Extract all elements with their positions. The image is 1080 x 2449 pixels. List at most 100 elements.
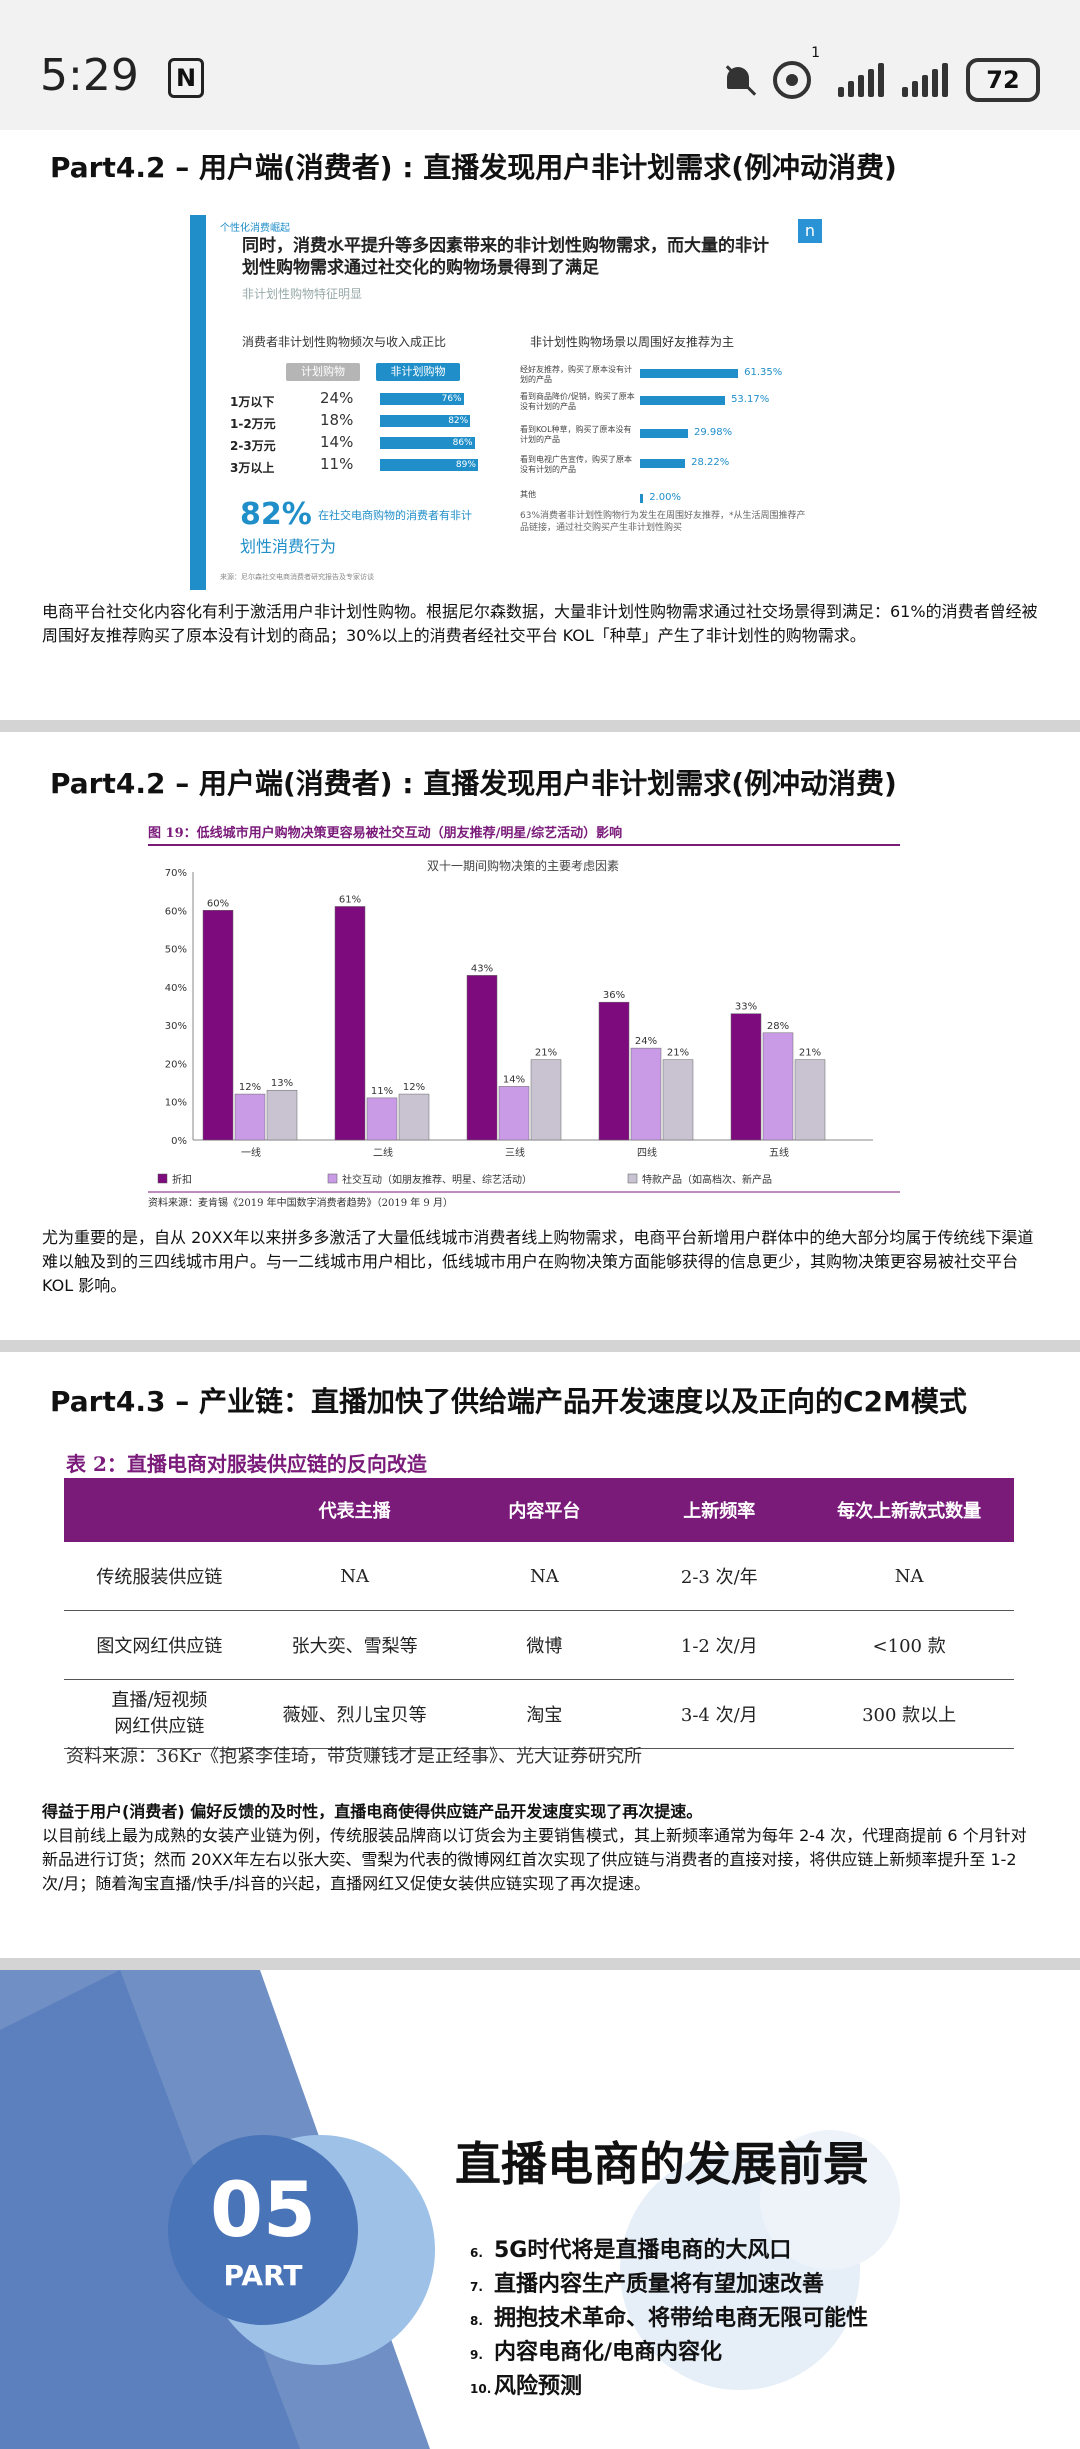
- data-label: 21%: [535, 1048, 557, 1059]
- legend-label: 社交互动（如朋友推荐、明星、综艺活动）: [342, 1173, 532, 1186]
- x-tick-label: 二线: [373, 1146, 393, 1159]
- scenario-value: 53.17%: [731, 394, 770, 405]
- table-row: 图文网红供应链 张大奕、雪梨等 微博 1-2 次/月 <100 款: [64, 1610, 1014, 1680]
- data-label: 60%: [207, 898, 229, 909]
- battery-icon: 72: [966, 58, 1040, 102]
- bar: [662, 1059, 694, 1141]
- part5-label: PART: [223, 2259, 303, 2292]
- slide1-title: Part4.2 – 用户端(消费者) : 直播发现用户非计划需求(例冲动消费): [50, 151, 897, 184]
- bar: [630, 1047, 662, 1141]
- scenario-value: 2.00%: [649, 492, 681, 503]
- income-row-label: 3万以上: [230, 461, 275, 475]
- list-number: 9.: [470, 2348, 483, 2362]
- x-tick-label: 四线: [637, 1146, 657, 1159]
- figure-rule: [148, 844, 900, 846]
- slide3-caption-lead: 得益于用户(消费者) 偏好反馈的及时性，直播电商使得供应链产品开发速度实现了再次…: [42, 1802, 703, 1821]
- scenario-label: 看到电视广告宣传，购买了原本没有计划的产品: [520, 455, 632, 474]
- figure-tag: 个性化消费崛起: [220, 223, 290, 234]
- list-text: 内容电商化/电商内容化: [494, 2340, 723, 2365]
- hotspot-count: 1: [811, 45, 820, 61]
- scenario-label: 其他: [520, 490, 536, 499]
- part5-title: 直播电商的发展前景: [455, 2137, 869, 2191]
- chart-title: 双十一期间购物决策的主要考虑因素: [427, 858, 619, 873]
- table-cell: 3-4 次/月: [634, 1679, 805, 1749]
- table-cell: 淘宝: [454, 1679, 635, 1749]
- data-label: 33%: [735, 1002, 757, 1013]
- income-row-planned: 11%: [320, 455, 354, 473]
- scenario-label: 看到KOL种草，购买了原本没有计划的产品: [520, 425, 632, 444]
- x-tick-label: 一线: [241, 1146, 261, 1159]
- part5-list: 6. 5G时代将是直播电商的大风口 7. 直播内容生产质量将有望加速改善 8. 拥抱技…: [470, 2232, 868, 2402]
- scenario-value: 29.98%: [693, 427, 733, 438]
- list-item: 8. 拥抱技术革命、将带给电商无限可能性: [470, 2300, 868, 2334]
- slide1-caption: 电商平台社交化内容化有利于激活用户非计划性购物。根据尼尔森数据，大量非计划性购物…: [42, 602, 1038, 645]
- supply-chain-table: 代表主播 内容平台 上新频率 每次上新款式数量 传统服装供应链 NA NA 2-…: [64, 1478, 1014, 1749]
- data-label: 61%: [339, 894, 361, 905]
- bar: [266, 1089, 298, 1141]
- scenario-bar: [640, 396, 726, 405]
- income-row-bar: [380, 415, 471, 427]
- table-cell: NA: [254, 1542, 455, 1611]
- pill-planned: 计划购物: [286, 363, 360, 381]
- chart-source: 资料来源：麦肯锡《2019 年中国数字消费者趋势》（2019 年 9 月）: [148, 1196, 453, 1209]
- right-chart-title: 非计划性购物场景以周围好友推荐为主: [530, 335, 735, 349]
- part5-badge: 05 PART: [168, 2135, 358, 2325]
- bar: [498, 1086, 530, 1141]
- slide3-caption: 以目前线上最为成熟的女装产业链为例，传统服装品牌商以订货会为主要销售模式，其上新…: [42, 1826, 1027, 1893]
- table-header: 代表主播: [254, 1478, 455, 1542]
- signal-icon-1: [838, 63, 884, 97]
- income-row-unplanned: 89%: [455, 460, 476, 470]
- big-percentage: 82%: [240, 497, 312, 532]
- legend-swatch: [627, 1173, 638, 1184]
- data-label: 36%: [603, 990, 625, 1001]
- data-label: 11%: [371, 1086, 393, 1097]
- scenario-bar: [640, 429, 688, 438]
- table-header: 内容平台: [454, 1478, 635, 1542]
- legend-label: 特款产品（如高档次、新产品: [642, 1173, 772, 1186]
- scenario-label: 经好友推荐，购买了原本没有计划的产品: [520, 365, 632, 384]
- figure-headline: 同时，消费水平提升等多因素带来的非计划性购物需求，而大量的非计划性购物需求通过社…: [242, 236, 769, 278]
- y-tick-label: 60%: [165, 906, 187, 917]
- table-cell: 直播/短视频网红供应链: [64, 1679, 255, 1749]
- income-row-unplanned: 76%: [441, 394, 462, 404]
- list-number: 6.: [470, 2246, 483, 2260]
- slide-separator: [0, 1340, 1080, 1352]
- table-cell: 图文网红供应链: [64, 1610, 255, 1680]
- table-header: 每次上新款式数量: [804, 1478, 1014, 1542]
- table-cell: NA: [454, 1542, 635, 1611]
- list-item: 6. 5G时代将是直播电商的大风口: [470, 2232, 868, 2266]
- list-number: 10.: [470, 2382, 492, 2396]
- slide2-figure: 图 19：低线城市用户购物决策更容易被社交互动（朋友推荐/明星/综艺活动）影响 …: [148, 822, 903, 1212]
- list-text: 风险预测: [494, 2374, 583, 2399]
- figure-subhead: 非计划性购物特征明显: [242, 287, 363, 301]
- y-tick-label: 40%: [165, 983, 187, 994]
- list-number: 7.: [470, 2280, 483, 2294]
- bar: [334, 906, 366, 1141]
- income-row-label: 1-2万元: [230, 417, 276, 431]
- bar-chart: 双十一期间购物决策的主要考虑因素 0% 10% 20% 30% 40% 50% 60% 70% 6…: [148, 858, 900, 1209]
- table-header: [64, 1478, 255, 1542]
- data-label: 14%: [503, 1074, 525, 1085]
- income-row-bar: [380, 459, 478, 471]
- legend-swatch: [327, 1173, 338, 1184]
- scenario-bar: [640, 494, 644, 503]
- y-tick-label: 30%: [165, 1021, 187, 1032]
- bar: [730, 1013, 762, 1141]
- bar: [794, 1059, 826, 1141]
- slide2-title: Part4.2 – 用户端(消费者) : 直播发现用户非计划需求(例冲动消费): [50, 767, 897, 800]
- x-tick-label: 三线: [505, 1146, 525, 1159]
- data-label: 21%: [799, 1048, 821, 1059]
- table-cell: 1-2 次/月: [634, 1610, 805, 1680]
- y-tick-label: 0%: [171, 1136, 187, 1147]
- table-cell: 2-3 次/年: [634, 1542, 805, 1611]
- income-row-bar: [380, 437, 475, 449]
- bar: [234, 1093, 266, 1141]
- data-label: 12%: [239, 1082, 261, 1093]
- bar: [202, 910, 234, 1141]
- table-source: 资料来源：36Kr《抱紧李佳琦，带货赚钱才是正经事》、光大证券研究所: [66, 1746, 642, 1767]
- list-text: 5G时代将是直播电商的大风口: [494, 2238, 792, 2263]
- income-row-unplanned: 86%: [452, 438, 473, 448]
- big-percentage-note: 在社交电商购物的消费者有非计: [318, 509, 472, 522]
- table-row: 直播/短视频网红供应链 薇娅、烈儿宝贝等 淘宝 3-4 次/月 300 款以上: [64, 1679, 1014, 1749]
- data-label: 28%: [767, 1021, 789, 1032]
